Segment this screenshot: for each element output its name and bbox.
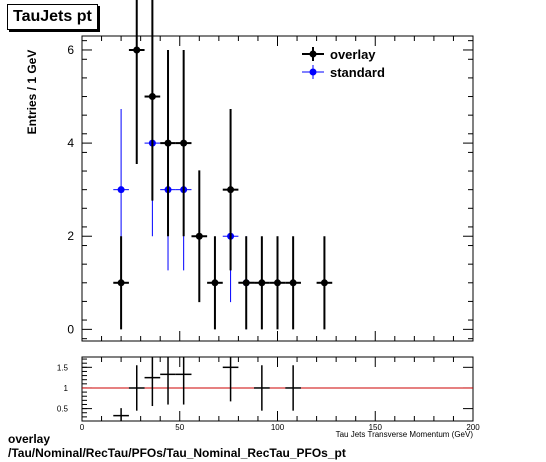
overlay-point bbox=[285, 236, 301, 330]
overlay-point bbox=[128, 0, 145, 165]
y-axis-label: Entries / 1 GeV bbox=[25, 50, 39, 135]
overlay-point bbox=[191, 170, 208, 303]
footer-path: /Tau/Nominal/RecTau/PFOs/Tau_Nominal_Rec… bbox=[8, 446, 346, 460]
ratio-data-marks bbox=[82, 357, 473, 421]
ratio-point bbox=[222, 357, 239, 402]
main-ticks: 0 2 4 6 bbox=[67, 36, 474, 341]
ratio-x-tick-label: 50 bbox=[175, 423, 184, 432]
ratio-x-tick-label: 150 bbox=[369, 423, 383, 432]
overlay-marker bbox=[133, 46, 141, 54]
y-tick-label: 2 bbox=[67, 229, 74, 243]
standard-marker bbox=[117, 186, 125, 194]
ratio-x-tick-label: 200 bbox=[466, 423, 480, 432]
ratio-y-tick-label: 1 bbox=[64, 384, 69, 393]
overlay-marker bbox=[289, 279, 297, 287]
overlay-marker bbox=[180, 139, 188, 147]
legend-marker-overlay bbox=[309, 50, 317, 58]
legend-marker-standard bbox=[309, 68, 317, 76]
x-axis-label: Tau Jets Transverse Momentum (GeV) bbox=[336, 430, 474, 439]
overlay-marker bbox=[227, 186, 235, 194]
legend-label-standard: standard bbox=[330, 65, 385, 80]
overlay-point bbox=[144, 0, 161, 201]
ratio-point bbox=[128, 365, 145, 411]
overlay-marker bbox=[195, 232, 203, 240]
overlay-point bbox=[316, 236, 333, 330]
overlay-point bbox=[269, 236, 286, 330]
overlay-point bbox=[254, 236, 270, 330]
overlay-point bbox=[113, 236, 129, 330]
y-tick-label: 0 bbox=[67, 322, 74, 336]
legend-label-overlay: overlay bbox=[330, 47, 376, 62]
ratio-y-tick-label: 0.5 bbox=[57, 405, 69, 414]
overlay-point bbox=[222, 109, 239, 271]
overlay-point bbox=[207, 236, 223, 330]
ratio-x-tick-label: 100 bbox=[271, 423, 285, 432]
main-data-marks bbox=[113, 0, 333, 330]
ratio-point bbox=[285, 365, 301, 411]
ratio-point bbox=[175, 357, 192, 405]
overlay-point bbox=[160, 49, 176, 237]
overlay-marker bbox=[258, 279, 266, 287]
overlay-marker bbox=[148, 93, 156, 101]
footer-label: overlay bbox=[8, 432, 51, 446]
ratio-point bbox=[144, 357, 161, 407]
ratio-point bbox=[160, 357, 176, 405]
ratio-point bbox=[254, 365, 270, 411]
overlay-marker bbox=[164, 139, 172, 147]
y-tick-label: 6 bbox=[67, 43, 74, 57]
overlay-point bbox=[175, 49, 192, 237]
overlay-point bbox=[238, 236, 255, 330]
overlay-marker bbox=[320, 279, 328, 287]
ratio-y-tick-label: 1.5 bbox=[57, 363, 69, 372]
overlay-marker bbox=[117, 279, 125, 287]
overlay-marker bbox=[274, 279, 281, 287]
y-tick-label: 4 bbox=[67, 136, 74, 150]
ratio-point bbox=[113, 408, 129, 421]
legend: overlay standard bbox=[302, 47, 385, 80]
ratio-x-tick-label: 0 bbox=[80, 423, 85, 432]
overlay-marker bbox=[242, 279, 250, 287]
plot-title: TauJets pt bbox=[7, 4, 98, 30]
overlay-marker bbox=[211, 279, 219, 287]
